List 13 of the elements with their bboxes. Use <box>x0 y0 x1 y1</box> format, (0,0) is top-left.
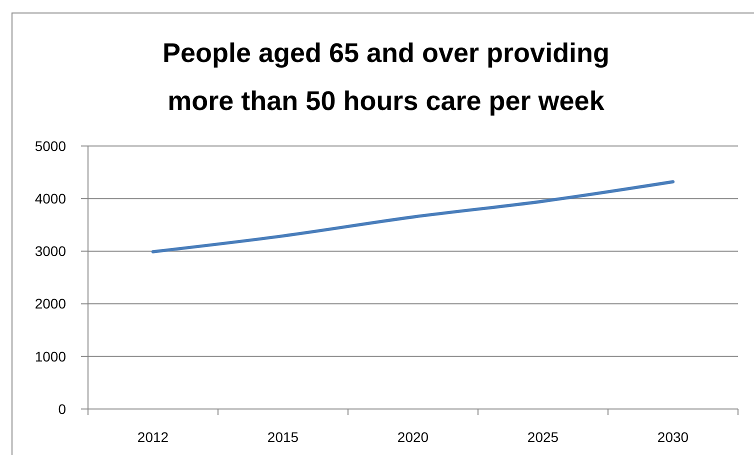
x-tick-label: 2030 <box>657 428 689 445</box>
y-tick-label: 3000 <box>34 243 66 260</box>
y-tick-label: 1000 <box>34 348 66 364</box>
x-tick-label: 2012 <box>137 428 169 445</box>
chart-title: People aged 65 and over providing more than 50 hours care per week <box>162 38 610 116</box>
y-tick-label: 4000 <box>34 190 66 206</box>
x-tick-label: 2015 <box>267 428 299 445</box>
line-series <box>151 180 675 254</box>
x-tick-label: 2025 <box>527 428 559 445</box>
y-tick-label: 5000 <box>34 138 66 154</box>
y-tick-label: 0 <box>58 400 66 417</box>
y-tick-label: 2000 <box>34 296 66 312</box>
x-tick-label: 2020 <box>397 428 429 445</box>
